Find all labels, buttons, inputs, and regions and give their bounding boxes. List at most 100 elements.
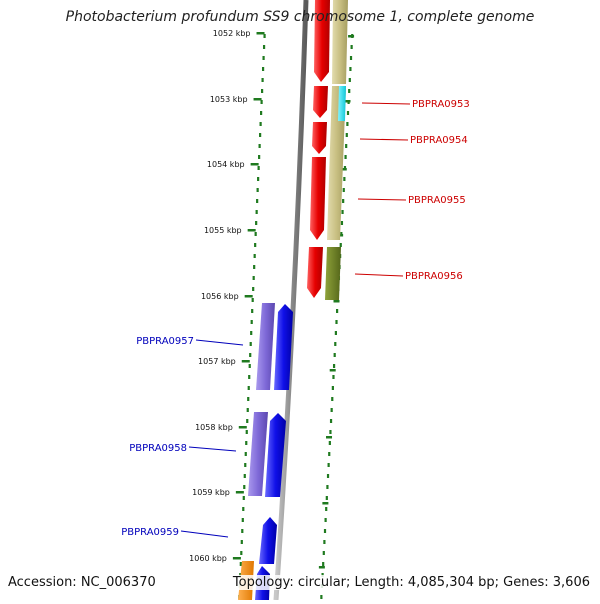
kbp-tick-label: 1060 kbp xyxy=(189,554,227,563)
kbp-tick xyxy=(241,360,250,363)
ruler-dot xyxy=(251,309,254,313)
ruler-dot xyxy=(260,89,264,93)
ruler-dot xyxy=(243,474,246,478)
ruler-dot xyxy=(256,188,259,192)
gene-label[interactable]: PBPRA0956 xyxy=(405,271,463,282)
ruler-dot xyxy=(328,452,331,456)
ruler-dot xyxy=(325,496,328,500)
ruler-dot xyxy=(346,111,350,115)
ruler-dot xyxy=(350,45,353,49)
ruler-dot xyxy=(255,221,258,225)
figure-title: Photobacterium profundum SS9 chromosome … xyxy=(65,9,535,25)
ruler-dot xyxy=(327,463,330,467)
kbp-tick-label: 1053 kbp xyxy=(210,95,248,104)
ruler-dot xyxy=(329,419,333,423)
kbp-tick xyxy=(232,557,241,560)
gene-block-lavender-2 xyxy=(248,412,268,496)
gene-arrow-red-1 xyxy=(314,0,330,82)
ruler-dot xyxy=(332,375,335,379)
kbp-tick xyxy=(256,32,265,35)
ruler-dot xyxy=(334,342,337,346)
ruler-dot xyxy=(326,474,330,478)
gene-label[interactable]: PBPRA0959 xyxy=(121,527,179,538)
gene-arrow-red-4 xyxy=(310,157,326,240)
gene-block-cyan xyxy=(338,86,346,121)
ruler-dot xyxy=(342,188,345,192)
ruler-dot xyxy=(247,397,250,401)
outer-ruler-dash xyxy=(326,436,333,439)
ruler-dot xyxy=(246,419,249,423)
ruler-dot xyxy=(260,111,263,115)
ruler-dot xyxy=(253,265,256,269)
gene-labels: PBPRA0953 PBPRA0954 PBPRA0955 PBPRA0956 PBPR… xyxy=(121,99,470,538)
ruler-dot xyxy=(257,177,260,181)
chromosome-backbone xyxy=(273,0,309,601)
ruler-dot xyxy=(251,298,254,302)
ruler-dot xyxy=(254,243,257,247)
kbp-tick xyxy=(247,229,256,232)
ruler-dot xyxy=(240,540,243,544)
ruler-dot xyxy=(331,386,334,390)
gene-label[interactable]: PBPRA0953 xyxy=(412,99,470,110)
ruler-dot xyxy=(326,485,329,489)
ruler-dot xyxy=(336,309,339,313)
ruler-dot xyxy=(241,529,244,533)
gene-arrow-red-3 xyxy=(312,122,327,154)
gene-label[interactable]: PBPRA0958 xyxy=(129,443,187,454)
ruler-dot xyxy=(260,100,263,104)
gene-block-khaki-1 xyxy=(332,0,348,84)
ruler-dot xyxy=(334,331,337,335)
outer-ruler-dash xyxy=(318,566,325,569)
ruler-dot xyxy=(259,133,262,137)
gene-arrow-red-2 xyxy=(313,86,328,118)
ruler-dot xyxy=(258,144,261,148)
outer-ruler-dash xyxy=(340,168,347,171)
ruler-dot xyxy=(325,507,328,511)
kbp-tick xyxy=(244,295,253,298)
kbp-tick-label: 1054 kbp xyxy=(207,160,245,169)
ruler-dot xyxy=(263,34,266,38)
ruler-dot xyxy=(330,408,333,412)
gene-block-olive xyxy=(325,247,341,300)
kbp-tick-label: 1056 kbp xyxy=(201,292,239,301)
kbp-tick xyxy=(235,491,244,494)
gene-label[interactable]: PBPRA0955 xyxy=(408,195,466,206)
ruler-dot xyxy=(244,463,247,467)
ruler-dot xyxy=(262,56,265,60)
ruler-dot xyxy=(342,199,345,203)
gene-label[interactable]: PBPRA0957 xyxy=(136,336,194,347)
ruler-dot xyxy=(341,210,344,214)
ruler-dot xyxy=(345,133,348,137)
kbp-tick-label: 1055 kbp xyxy=(204,226,242,235)
accession-label: Accession: NC_006370 xyxy=(8,575,156,590)
gene-label-leader xyxy=(361,102,411,105)
gene-label-leader xyxy=(188,446,237,452)
ruler-dot xyxy=(240,551,243,555)
ruler-dot xyxy=(249,353,252,357)
ruler-dot xyxy=(246,408,249,412)
outer-ruler-dash xyxy=(344,100,351,103)
ruler-dot xyxy=(247,386,250,390)
ruler-dot xyxy=(335,320,338,324)
outer-ruler-dash xyxy=(322,502,329,505)
ruler-dot xyxy=(257,166,260,170)
ruler-dot xyxy=(250,331,253,335)
ruler-dot xyxy=(343,177,346,181)
kbp-tick-label: 1058 kbp xyxy=(195,423,233,432)
ruler-dot xyxy=(323,540,326,544)
ruler-dot xyxy=(252,287,255,291)
ruler-dot xyxy=(262,45,266,49)
gene-label[interactable]: PBPRA0954 xyxy=(410,135,468,146)
ruler-dot xyxy=(348,89,351,93)
ruler-dot xyxy=(331,397,334,401)
outer-ruler-dash xyxy=(333,300,340,303)
gene-block-khaki-2 xyxy=(327,86,346,240)
ruler-dot xyxy=(339,243,342,247)
kbp-tick-label: 1052 kbp xyxy=(213,29,251,38)
ruler-dot xyxy=(322,562,325,566)
kbp-tick xyxy=(250,163,259,166)
ruler-dot xyxy=(255,210,258,214)
gene-arrow-blue-1 xyxy=(274,304,293,390)
ruler-dot xyxy=(261,78,264,82)
gene-arrow-blue-3 xyxy=(259,517,277,564)
